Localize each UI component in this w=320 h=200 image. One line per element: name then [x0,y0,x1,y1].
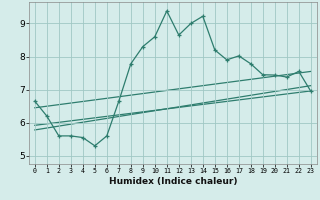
X-axis label: Humidex (Indice chaleur): Humidex (Indice chaleur) [108,177,237,186]
